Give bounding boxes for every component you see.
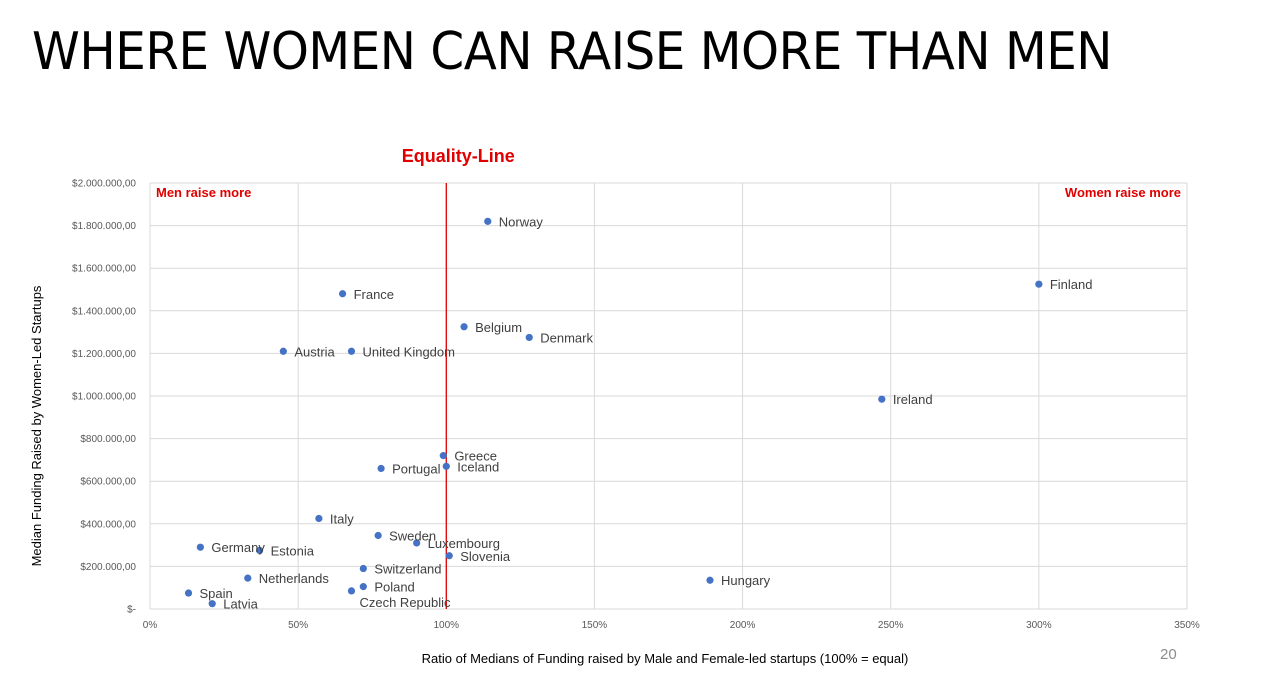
point-label-denmark: Denmark — [540, 330, 593, 345]
page-number: 20 — [1160, 646, 1177, 663]
point-austria — [279, 347, 287, 355]
point-united-kingdom — [347, 347, 356, 355]
point-label-netherlands: Netherlands — [259, 571, 330, 586]
y-tick-label: $1.000.000,00 — [72, 392, 136, 403]
x-tick-label: 200% — [730, 620, 756, 631]
point-label-iceland: Iceland — [457, 459, 499, 474]
x-tick-label: 350% — [1174, 620, 1200, 631]
point-label-hungary: Hungary — [721, 573, 771, 588]
y-axis-ticks: $- $200.000,00 $400.000,00 $600.000,00 $800.… — [72, 179, 136, 616]
point-italy — [315, 514, 323, 523]
x-tick-label: 50% — [288, 620, 308, 631]
point-ireland — [878, 395, 886, 403]
women-raise-more-label: Women raise more — [1065, 185, 1181, 200]
point-finland — [1035, 280, 1043, 288]
x-axis-ticks: 0% 50% 100% 150% 200% 250% 300% 350% — [143, 620, 1200, 631]
point-label-spain: Spain — [200, 586, 233, 601]
point-label-ireland: Ireland — [893, 392, 933, 407]
point-label-france: France — [354, 287, 394, 302]
point-denmark — [525, 333, 533, 342]
point-label-poland: Poland — [374, 580, 414, 595]
point-label-latvia: Latvia — [223, 597, 258, 612]
point-slovenia — [445, 552, 453, 560]
y-tick-label: $400.000,00 — [80, 519, 136, 530]
y-tick-label: $1.800.000,00 — [72, 221, 136, 232]
data-points — [184, 217, 1043, 608]
point-label-italy: Italy — [330, 511, 354, 526]
point-estonia — [256, 546, 264, 555]
y-tick-label: $800.000,00 — [80, 434, 136, 445]
point-label-united-kingdom: United Kingdom — [362, 344, 455, 359]
point-label-switzerland: Switzerland — [374, 562, 441, 577]
point-france — [338, 290, 347, 298]
point-label-slovenia: Slovenia — [460, 549, 511, 564]
y-tick-label: $1.200.000,00 — [72, 349, 136, 360]
x-tick-label: 300% — [1026, 620, 1052, 631]
equality-line-label: Equality-Line — [402, 146, 515, 166]
x-tick-label: 250% — [878, 620, 904, 631]
point-latvia — [208, 600, 216, 608]
point-belgium — [460, 323, 468, 331]
point-label-norway: Norway — [499, 214, 544, 229]
point-label-greece: Greece — [454, 449, 497, 464]
y-tick-label: $2.000.000,00 — [72, 179, 136, 190]
point-hungary — [706, 576, 714, 584]
y-tick-label: $600.000,00 — [80, 477, 136, 488]
point-label-finland: Finland — [1050, 277, 1093, 292]
point-germany — [196, 543, 204, 551]
men-raise-more-label: Men raise more — [156, 185, 251, 200]
equality-line-group: Equality-Line — [402, 146, 515, 609]
point-switzerland — [359, 564, 367, 573]
point-label-sweden: Sweden — [389, 529, 436, 544]
chart-annotations: Men raise more Women raise more — [156, 185, 1181, 200]
point-norway — [484, 217, 492, 225]
y-tick-label: $1.400.000,00 — [72, 306, 136, 317]
x-tick-label: 100% — [433, 620, 459, 631]
point-label-belgium: Belgium — [475, 320, 522, 335]
y-tick-label: $1.600.000,00 — [72, 264, 136, 275]
x-tick-label: 150% — [582, 620, 608, 631]
y-tick-label: $200.000,00 — [80, 562, 136, 573]
point-label-austria: Austria — [294, 344, 335, 359]
y-axis-title: Median Funding Raised by Women-Led Start… — [29, 285, 44, 566]
point-label-czech-republic: Czech Republic — [359, 595, 451, 610]
point-label-estonia: Estonia — [271, 543, 315, 558]
point-czech-republic — [347, 587, 356, 595]
point-label-portugal: Portugal — [392, 461, 441, 476]
point-greece — [439, 452, 447, 460]
point-label-luxembourg: Luxembourg — [428, 536, 500, 551]
point-luxembourg — [413, 539, 421, 547]
slide-title: WHERE WOMEN CAN RAISE MORE THAN MEN — [32, 22, 1113, 82]
point-portugal — [377, 464, 385, 473]
point-labels: Norway France Belgium Denmark Austria United … — [200, 214, 1093, 611]
point-spain — [184, 589, 193, 597]
y-tick-label: $- — [127, 605, 136, 616]
point-sweden — [374, 531, 382, 540]
chart-grid — [149, 182, 1188, 610]
point-netherlands — [244, 574, 252, 582]
x-tick-label: 0% — [143, 620, 158, 631]
x-axis-title: Ratio of Medians of Funding raised by Ma… — [422, 651, 909, 666]
point-poland — [359, 583, 367, 591]
point-label-germany: Germany — [211, 540, 265, 555]
point-iceland — [442, 462, 450, 470]
